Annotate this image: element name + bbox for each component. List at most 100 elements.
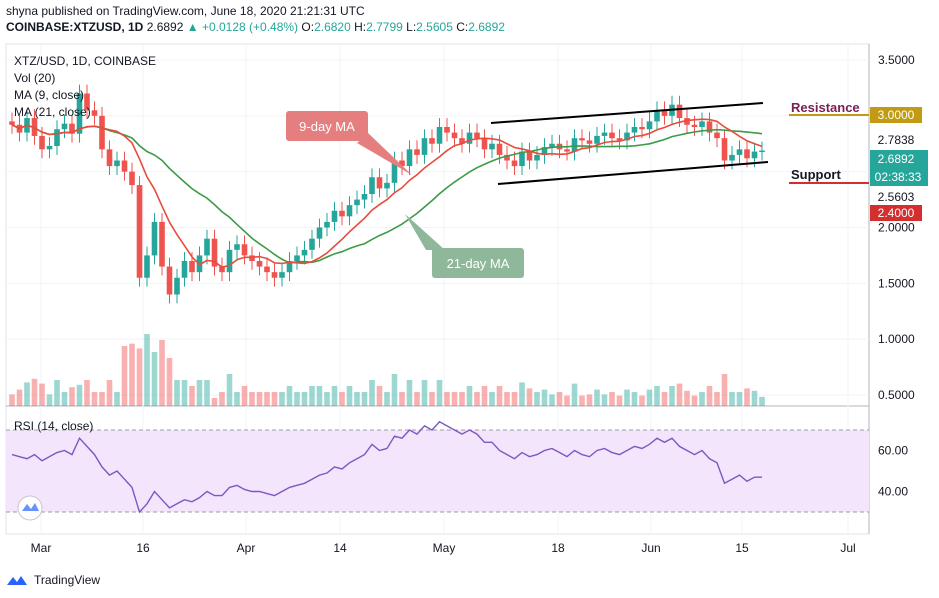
channel-upper-line[interactable] bbox=[490, 102, 764, 124]
volume-bar bbox=[504, 392, 510, 406]
candle-body bbox=[474, 132, 480, 139]
volume-bar bbox=[489, 392, 495, 406]
candle-body bbox=[759, 150, 765, 153]
y-tick-label: 3.5000 bbox=[878, 53, 915, 67]
gridlines bbox=[6, 44, 869, 534]
candle-body bbox=[271, 272, 278, 278]
volume-bar bbox=[624, 389, 630, 406]
candle-body bbox=[616, 138, 623, 141]
volume-bar bbox=[16, 389, 23, 406]
volume-bar bbox=[189, 386, 195, 406]
candle-body bbox=[256, 261, 263, 267]
volume-bar bbox=[39, 383, 45, 406]
x-tick-label: 14 bbox=[333, 541, 347, 555]
ma9-callout-text: 9-day MA bbox=[299, 119, 355, 134]
candle-body bbox=[234, 244, 240, 250]
volume-bar bbox=[106, 380, 113, 406]
candle-body bbox=[609, 132, 615, 139]
candle-body bbox=[541, 147, 548, 155]
volume-bar bbox=[24, 382, 30, 406]
candle-body bbox=[706, 121, 713, 133]
candle-body bbox=[579, 138, 585, 141]
candle-body bbox=[654, 110, 660, 122]
volume-bar bbox=[331, 386, 338, 406]
candle-body bbox=[714, 132, 720, 139]
chart-canvas[interactable]: Resistance Support 9-day MA 21-day MA XT… bbox=[0, 0, 939, 570]
volume-bar bbox=[241, 386, 248, 406]
candle-body bbox=[624, 132, 630, 141]
candle-body bbox=[76, 93, 83, 134]
x-tick-label: 18 bbox=[551, 541, 565, 555]
volume-bar bbox=[174, 380, 180, 406]
low-label: L: bbox=[406, 20, 417, 34]
x-tick-label: Apr bbox=[237, 541, 256, 555]
badge-ma21 bbox=[870, 132, 922, 148]
candle-body bbox=[211, 238, 218, 267]
candle-body bbox=[444, 127, 450, 133]
volume-bar bbox=[9, 394, 15, 406]
candle-body bbox=[39, 135, 45, 150]
candle-body bbox=[91, 110, 98, 116]
volume-bar bbox=[279, 392, 285, 406]
volume-bar bbox=[459, 392, 465, 406]
candle-body bbox=[181, 261, 188, 278]
x-tick-label: Jul bbox=[840, 541, 855, 555]
candle-body bbox=[729, 154, 735, 161]
volume-bar bbox=[271, 392, 278, 406]
volume-bar bbox=[264, 392, 270, 406]
candle-body bbox=[151, 221, 158, 256]
volume-bar bbox=[84, 380, 90, 406]
volume-bar bbox=[31, 378, 38, 406]
candle-body bbox=[451, 132, 458, 139]
candle-body bbox=[661, 110, 668, 116]
volume-bar bbox=[226, 374, 233, 406]
footer-brand: TradingView bbox=[34, 573, 101, 587]
candle-body bbox=[316, 227, 323, 239]
legend-ma9: MA (9, close) bbox=[14, 88, 84, 102]
volume-bar bbox=[324, 392, 330, 406]
candle-body bbox=[676, 104, 683, 119]
candle-body bbox=[684, 118, 690, 125]
open-value: 2.6820 bbox=[314, 20, 351, 34]
volume-bar bbox=[451, 392, 458, 406]
change-up-icon: ▲ bbox=[186, 20, 199, 34]
candle-body bbox=[264, 266, 270, 273]
volume-bar bbox=[256, 392, 263, 406]
volume-bar bbox=[736, 392, 743, 406]
candle-body bbox=[99, 115, 105, 150]
candle-body bbox=[354, 199, 360, 206]
candle-body bbox=[646, 121, 653, 130]
channel-lower-line[interactable] bbox=[497, 161, 769, 185]
publisher-line: shyna published on TradingView.com, June… bbox=[6, 4, 365, 18]
badge-last-text: 2.6892 bbox=[878, 152, 915, 166]
badge-support bbox=[870, 205, 922, 221]
candle-body bbox=[519, 151, 525, 167]
rsi-line bbox=[11, 420, 762, 514]
candle-body bbox=[286, 261, 293, 273]
volume-bar bbox=[661, 392, 668, 406]
volume-bar bbox=[496, 386, 503, 406]
candle-body bbox=[106, 149, 113, 167]
volume-bar bbox=[654, 386, 660, 406]
candle-body bbox=[751, 151, 758, 159]
candle-body bbox=[249, 255, 255, 261]
volume-bar bbox=[436, 380, 443, 406]
candle-body bbox=[346, 205, 353, 217]
candle-body bbox=[361, 194, 368, 200]
volume-bar bbox=[571, 383, 578, 406]
candle-body bbox=[69, 123, 75, 134]
volume-bar bbox=[196, 380, 203, 406]
candle-body bbox=[241, 244, 248, 256]
candle-body bbox=[496, 143, 503, 155]
time-axis[interactable]: Mar 16 Apr 14 May 18 Jun 15 Jul bbox=[31, 541, 856, 555]
candle-body bbox=[376, 177, 383, 189]
ma9-callout[interactable]: 9-day MA bbox=[286, 111, 412, 175]
badge-support-text: 2.4000 bbox=[878, 206, 915, 220]
candle-body bbox=[744, 149, 750, 159]
candle-body bbox=[136, 185, 143, 278]
ma21-callout-text: 21-day MA bbox=[447, 256, 510, 271]
volume-bar bbox=[414, 392, 420, 406]
volume-bar bbox=[181, 380, 188, 406]
x-tick-label: May bbox=[433, 541, 456, 555]
ma21-callout[interactable]: 21-day MA bbox=[405, 214, 524, 278]
